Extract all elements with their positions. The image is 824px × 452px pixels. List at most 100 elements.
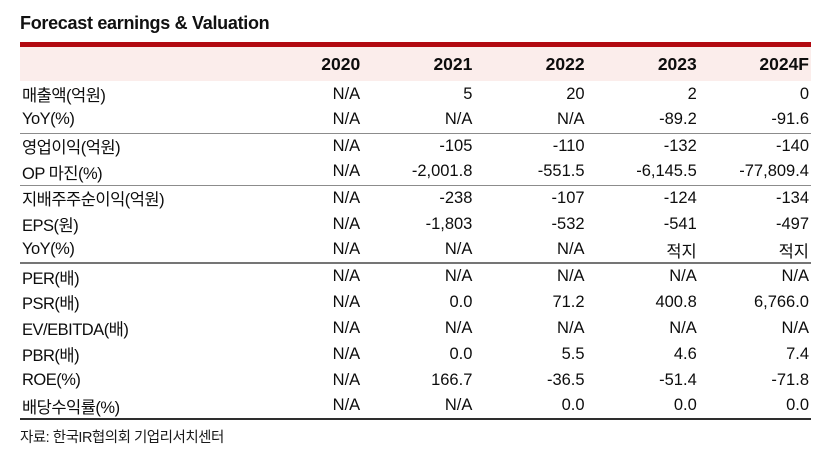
data-cell: -134 bbox=[775, 188, 809, 207]
table-row-eps-yoy: YoY(%) N/A N/A N/A 적지 적지 bbox=[20, 237, 811, 264]
data-cell: -91.6 bbox=[698, 107, 811, 134]
data-cell: N/A bbox=[362, 393, 475, 420]
data-cell: N/A bbox=[332, 318, 361, 337]
table-row-pbr: PBR(배) N/A 0.0 5.5 4.6 7.4 bbox=[20, 341, 811, 367]
data-cell: N/A bbox=[557, 267, 585, 285]
data-cell: N/A bbox=[474, 237, 587, 264]
data-cell: N/A bbox=[250, 237, 363, 264]
table-row-operating-profit: 영업이익(억원) N/A -105 -110 -132 -140 bbox=[20, 133, 811, 159]
data-cell: N/A bbox=[362, 107, 475, 134]
table-row-op-margin: OP 마진(%) N/A -2,001.8 -551.5 -6,145.5 -7… bbox=[20, 159, 811, 186]
row-label: PER(배) bbox=[22, 269, 80, 288]
data-cell: 4.6 bbox=[673, 344, 697, 363]
data-cell: 0.0 bbox=[474, 393, 587, 420]
data-cell: -497 bbox=[775, 214, 809, 233]
data-cell: N/A bbox=[444, 267, 473, 285]
data-cell: N/A bbox=[332, 267, 361, 285]
table-row-eps: EPS(원) N/A -1,803 -532 -541 -497 bbox=[20, 211, 811, 237]
data-cell: -110 bbox=[552, 136, 585, 155]
data-cell: -51.4 bbox=[659, 370, 697, 389]
data-cell: N/A bbox=[444, 318, 473, 337]
data-cell: -6,145.5 bbox=[586, 159, 699, 186]
data-cell: 400.8 bbox=[655, 292, 697, 311]
data-cell: 0.0 bbox=[449, 292, 473, 311]
data-cell: N/A bbox=[332, 188, 361, 207]
data-cell: N/A bbox=[474, 107, 587, 134]
data-cell: 0.0 bbox=[698, 393, 811, 420]
data-cell: 71.2 bbox=[552, 292, 585, 311]
data-cell: -36.5 bbox=[546, 370, 585, 389]
row-label: 배당수익률(%) bbox=[20, 393, 250, 420]
data-cell: 0 bbox=[799, 84, 809, 103]
data-cell: 6,766.0 bbox=[753, 292, 809, 311]
data-cell: -105 bbox=[439, 136, 473, 155]
page-title: Forecast earnings & Valuation bbox=[20, 13, 270, 33]
data-cell: N/A bbox=[250, 159, 363, 186]
row-label: EV/EBITDA(배) bbox=[22, 321, 129, 339]
data-cell: -77,809.4 bbox=[698, 159, 811, 186]
row-label: 지배주주순이익(억원) bbox=[22, 191, 165, 210]
data-cell: N/A bbox=[250, 107, 363, 134]
data-cell: 7.4 bbox=[786, 344, 809, 363]
source-note: 자료: 한국IR협의회 기업리서치센터 bbox=[20, 430, 224, 446]
col-header-2020: 2020 bbox=[250, 47, 363, 81]
data-cell: N/A bbox=[781, 267, 809, 285]
data-cell: 2 bbox=[687, 84, 697, 103]
data-cell: -1,803 bbox=[425, 214, 473, 233]
data-cell: -132 bbox=[663, 136, 697, 155]
row-label: PBR(배) bbox=[22, 347, 80, 365]
data-cell: N/A bbox=[332, 370, 361, 389]
data-cell: N/A bbox=[332, 136, 361, 155]
data-cell: -140 bbox=[775, 136, 809, 155]
data-cell: N/A bbox=[332, 292, 361, 311]
data-cell: N/A bbox=[250, 393, 363, 420]
row-label: 영업이익(억원) bbox=[22, 139, 121, 158]
title-accent-bar bbox=[20, 42, 811, 47]
data-cell: N/A bbox=[332, 214, 361, 233]
table-row-roe: ROE(%) N/A 166.7 -36.5 -51.4 -71.8 bbox=[20, 367, 811, 393]
data-cell: -551.5 bbox=[474, 159, 587, 186]
data-cell: N/A bbox=[669, 267, 697, 285]
data-cell: -532 bbox=[551, 214, 585, 233]
data-cell: N/A bbox=[332, 344, 361, 363]
data-cell: -124 bbox=[663, 188, 697, 207]
data-cell: N/A bbox=[332, 84, 361, 103]
data-cell: 20 bbox=[566, 84, 585, 103]
data-cell: -107 bbox=[551, 188, 585, 207]
row-label: PSR(배) bbox=[22, 295, 80, 313]
row-label: OP 마진(%) bbox=[20, 159, 250, 186]
table-row-psr: PSR(배) N/A 0.0 71.2 400.8 6,766.0 bbox=[20, 289, 811, 315]
data-cell: 5 bbox=[463, 84, 473, 103]
table-header-row: 2020 2021 2022 2023 2024F bbox=[20, 47, 811, 81]
col-header-2022: 2022 bbox=[474, 47, 587, 81]
data-cell: -2,001.8 bbox=[362, 159, 475, 186]
row-label: YoY(%) bbox=[20, 237, 250, 264]
forecast-valuation-table: 2020 2021 2022 2023 2024F 매출액(억원) N/A 5 … bbox=[20, 47, 811, 420]
row-label: ROE(%) bbox=[22, 370, 81, 389]
col-header-metric bbox=[20, 47, 250, 81]
table-row-revenue-yoy: YoY(%) N/A N/A N/A -89.2 -91.6 bbox=[20, 107, 811, 134]
table-row-dividend-yield: 배당수익률(%) N/A N/A 0.0 0.0 0.0 bbox=[20, 393, 811, 420]
row-label: EPS(원) bbox=[22, 217, 79, 235]
data-cell: N/A bbox=[557, 318, 585, 337]
data-cell: 0.0 bbox=[449, 344, 473, 363]
data-cell: -71.8 bbox=[771, 370, 809, 389]
col-header-2023: 2023 bbox=[586, 47, 699, 81]
table-row-revenue: 매출액(억원) N/A 5 20 2 0 bbox=[20, 81, 811, 107]
data-cell: 5.5 bbox=[561, 344, 585, 363]
data-cell: -238 bbox=[439, 188, 473, 207]
data-cell: 166.7 bbox=[431, 370, 473, 389]
data-cell: N/A bbox=[362, 237, 475, 264]
row-label: 매출액(억원) bbox=[22, 87, 106, 105]
data-cell: N/A bbox=[781, 318, 809, 337]
data-cell: 0.0 bbox=[586, 393, 699, 420]
table-row-net-income: 지배주주순이익(억원) N/A -238 -107 -124 -134 bbox=[20, 185, 811, 211]
table-row-per: PER(배) N/A N/A N/A N/A N/A bbox=[20, 263, 811, 289]
table-row-ev-ebitda: EV/EBITDA(배) N/A N/A N/A N/A N/A bbox=[20, 315, 811, 341]
row-label: YoY(%) bbox=[20, 107, 250, 134]
data-cell: -89.2 bbox=[586, 107, 699, 134]
data-cell: N/A bbox=[669, 318, 697, 337]
col-header-2021: 2021 bbox=[362, 47, 475, 81]
data-cell: 적지 bbox=[586, 237, 699, 264]
